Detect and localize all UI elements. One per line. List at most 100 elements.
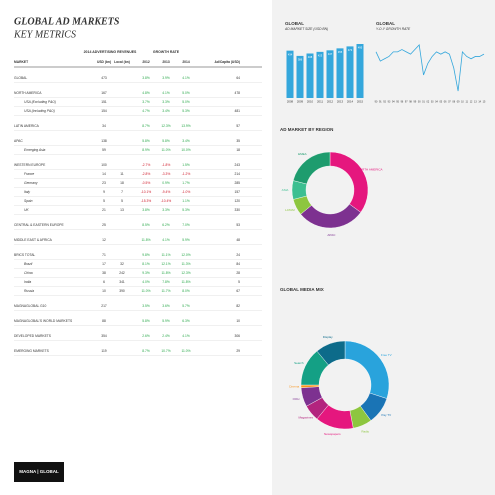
x-tick-label: 00 — [418, 101, 421, 104]
cell: 23 — [102, 181, 106, 185]
cell: -15.3% — [141, 199, 152, 203]
cell: 38 — [102, 271, 106, 275]
bar — [296, 55, 304, 98]
cell: 48 — [236, 238, 240, 242]
donut-slice — [292, 151, 331, 185]
x-tick-label: 92 — [383, 101, 386, 104]
x-tick-label: 08 — [452, 101, 455, 104]
slice-label: Cinema — [289, 384, 300, 388]
cell: 17 — [102, 262, 106, 266]
group-header: 2014 ADVERTISING REVENUES — [84, 50, 137, 54]
cell: 10.0% — [181, 148, 190, 152]
x-tick-label: 02 — [427, 101, 430, 104]
cell: 64 — [236, 76, 240, 80]
cell: 341 — [119, 280, 125, 284]
cell: France — [24, 172, 34, 176]
cell: 3.5% — [142, 304, 150, 308]
cell: 35 — [236, 139, 240, 143]
cell: 12.0% — [181, 253, 190, 257]
x-tick-label: 07 — [448, 101, 451, 104]
bar — [306, 53, 314, 98]
bar — [316, 51, 324, 98]
cell: 11.3% — [181, 262, 190, 266]
x-tick-label: 94 — [392, 101, 395, 104]
x-tick-label: 96 — [401, 101, 404, 104]
column-header: MARKET — [14, 60, 28, 64]
chart-title: GLOBAL MEDIA MIX — [280, 287, 324, 292]
cell: 154 — [101, 109, 107, 113]
cell: MIDDLE EAST & AFRICA — [14, 238, 53, 242]
cell: 151 — [101, 100, 107, 104]
cell: 11.7% — [161, 289, 170, 293]
donut-slice — [316, 340, 346, 366]
x-tick-label: 09 — [457, 101, 460, 104]
cell: 138 — [101, 139, 107, 143]
cell: 3.3% — [162, 100, 170, 104]
cell: 1.1% — [182, 199, 190, 203]
cell: 10 — [102, 289, 106, 293]
cell: DEVELOPED MARKETS — [14, 334, 52, 338]
x-tick-label: 90 — [375, 101, 378, 104]
x-tick-label: 03 — [431, 101, 434, 104]
cell: Emerging Asia — [24, 148, 45, 152]
cell: 3.7% — [142, 100, 150, 104]
cell: MAGNAGLOBAL'S WORLD MARKETS — [14, 319, 73, 323]
column-header: 2012 — [142, 60, 150, 64]
chart-subtitle: Y-O-Y GROWTH RATE — [376, 27, 411, 31]
cell: 8.7% — [142, 349, 150, 353]
cell: 214 — [234, 172, 240, 176]
cell: 8.9% — [142, 148, 150, 152]
cell: -1.0% — [182, 190, 191, 194]
cell: 71 — [102, 253, 106, 257]
right-panel — [272, 0, 495, 495]
chart-title: GLOBAL — [285, 21, 304, 26]
slice-label: Free TV — [381, 353, 392, 357]
column-header: 2013 — [162, 60, 170, 64]
cell: 217 — [101, 304, 107, 308]
cell: 8.5% — [142, 223, 150, 227]
cell: CENTRAL & EASTERN EUROPE — [14, 223, 65, 227]
bar-label: 455 — [338, 50, 343, 54]
x-tick-label: 91 — [379, 101, 382, 104]
cell: 12 — [102, 238, 106, 242]
cell: 2.6% — [142, 334, 150, 338]
title: GLOBAL AD MARKETS — [14, 16, 120, 27]
cell: -2.7% — [142, 163, 151, 167]
cell: 478 — [234, 91, 240, 95]
cell: 4.0% — [142, 280, 150, 284]
x-tick-label: 98 — [409, 101, 412, 104]
cell: 5 — [238, 280, 240, 284]
cell: 28 — [236, 271, 240, 275]
cell: 13.9% — [181, 124, 190, 128]
cell: 4.1% — [182, 334, 190, 338]
cell: 67 — [236, 289, 240, 293]
group-header: GROWTH RATE — [153, 50, 180, 54]
cell: -9.4% — [162, 190, 171, 194]
cell: 390 — [119, 289, 125, 293]
cell: 3.4% — [182, 139, 190, 143]
cell: 9 — [103, 190, 105, 194]
bar-label: 423 — [318, 54, 323, 58]
bar-label: 408 — [308, 55, 313, 59]
cell: 120 — [234, 199, 240, 203]
cell: 167 — [101, 91, 107, 95]
x-tick-label: 95 — [396, 101, 399, 104]
cell: 5.0% — [182, 91, 190, 95]
x-tick-label: 12 — [470, 101, 473, 104]
x-tick-label: 14 — [478, 101, 481, 104]
cell: 18 — [120, 181, 124, 185]
cell: 4.1% — [182, 76, 190, 80]
cell: 285 — [234, 181, 240, 185]
bar — [286, 50, 294, 98]
cell: 12.3% — [181, 271, 190, 275]
x-tick-label: 01 — [422, 101, 425, 104]
cell: 18 — [236, 148, 240, 152]
cell: NORTH AMERICA — [14, 91, 42, 95]
cell: 354 — [101, 334, 107, 338]
cell: 3.8% — [142, 208, 150, 212]
slice-label: Magazines — [298, 415, 313, 419]
cell: -2.8% — [142, 172, 151, 176]
cell: 14 — [102, 172, 106, 176]
slice-label: Pay TV — [381, 413, 391, 417]
